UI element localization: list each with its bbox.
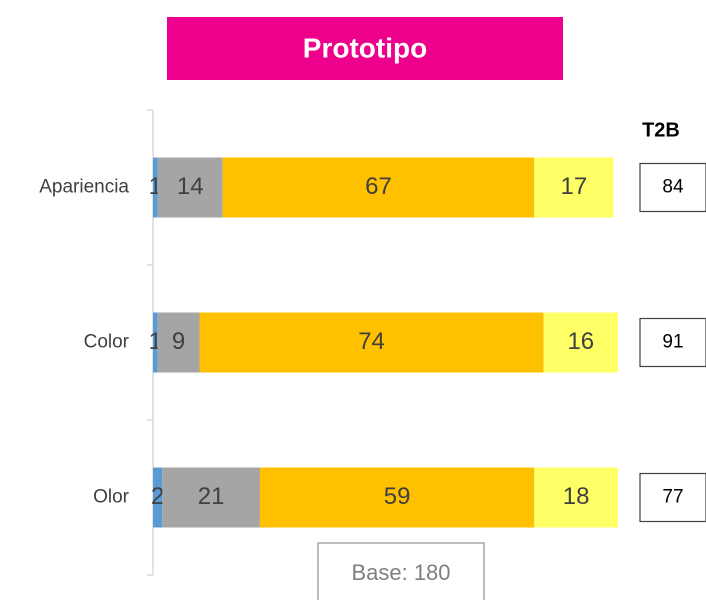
bar-segment: [534, 467, 618, 528]
data-label: 59: [384, 483, 411, 510]
t2b-box: [639, 162, 706, 213]
t2b-title: T2B: [642, 119, 680, 141]
bar-segment: [153, 467, 163, 528]
bar-segment: [259, 467, 535, 528]
data-label: 9: [172, 328, 185, 355]
data-label: 2: [151, 483, 164, 510]
annotation: Base: 180: [351, 560, 450, 585]
data-label: 74: [358, 328, 385, 355]
bar-segment: [543, 312, 618, 373]
bar-segment: [222, 157, 535, 218]
data-label: 21: [198, 483, 225, 510]
t2b-value: 77: [662, 487, 683, 508]
y-tick-label: Color: [84, 332, 130, 353]
bar-segment: [153, 312, 158, 373]
data-label: 17: [560, 173, 587, 200]
bar-segment: [199, 312, 544, 373]
bar-segment: [534, 157, 614, 218]
chart-title: Prototipo: [303, 32, 427, 63]
t2b-box: [639, 317, 706, 368]
annotation-box: [317, 542, 485, 600]
t2b-box: [639, 472, 706, 523]
bar-segment: [153, 157, 158, 218]
data-label: 18: [563, 483, 590, 510]
data-label: 14: [177, 173, 204, 200]
bar-segment: [162, 467, 260, 528]
t2b-value: 84: [662, 177, 684, 198]
data-label: 67: [365, 173, 392, 200]
t2b-value: 91: [662, 332, 683, 353]
title-box: [167, 17, 563, 80]
bar-segment: [157, 157, 223, 218]
data-label: 16: [567, 328, 594, 355]
bar-segment: [157, 312, 200, 373]
y-tick-label: Apariencia: [39, 177, 129, 198]
y-tick-label: Olor: [93, 487, 130, 508]
